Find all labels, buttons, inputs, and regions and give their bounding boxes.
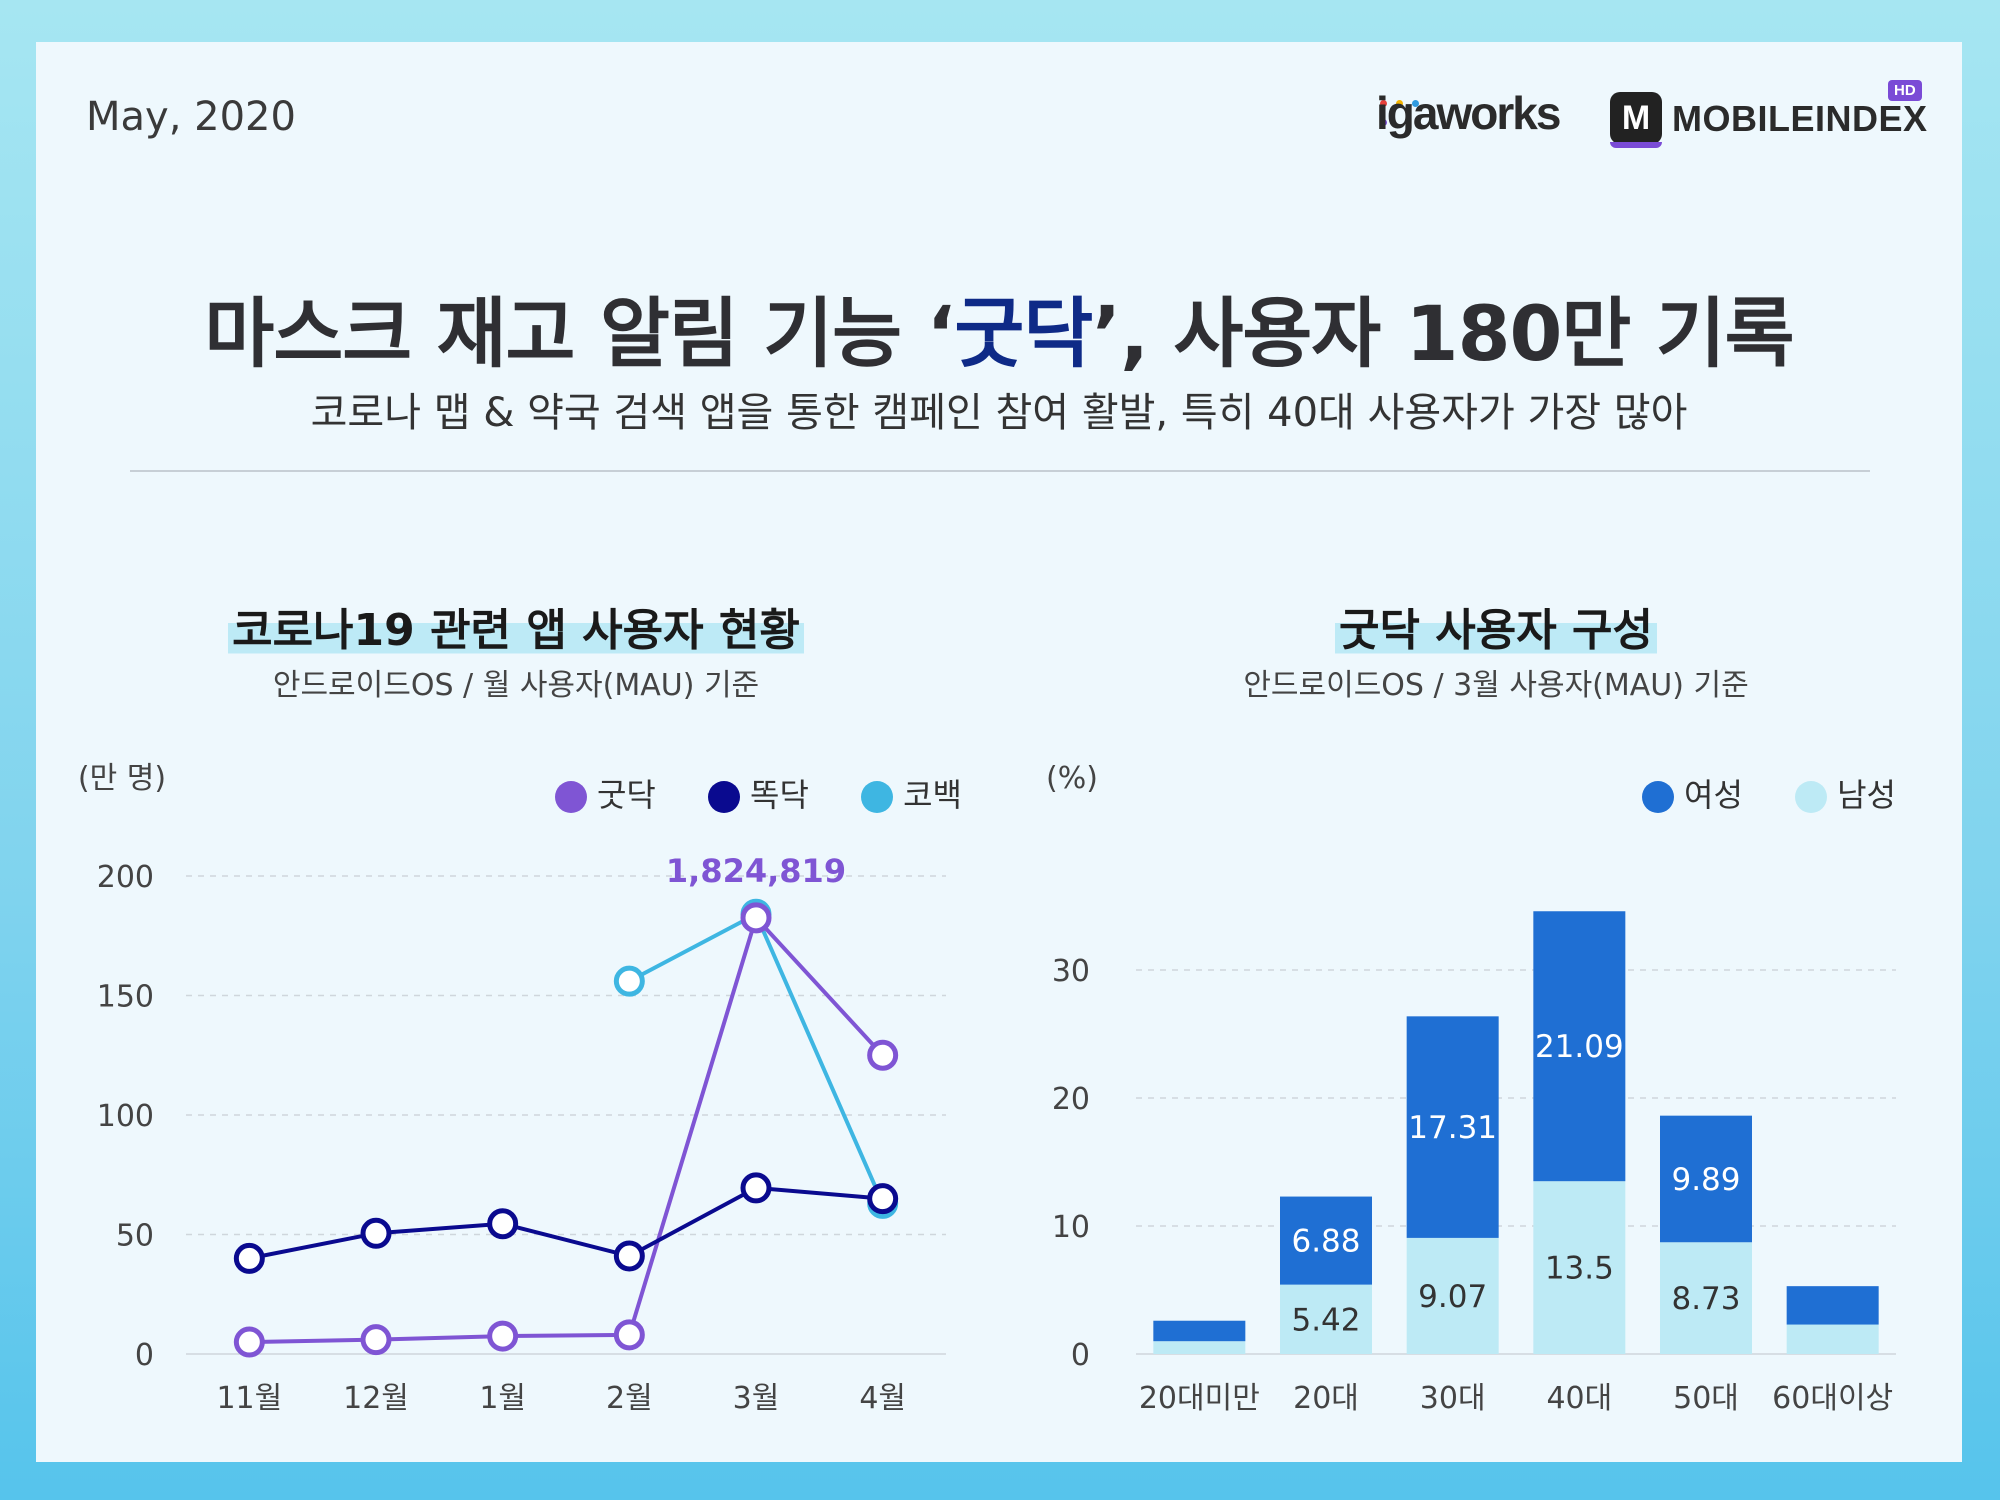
left-panel-title: 코로나19 관련 앱 사용자 현황 (136, 594, 896, 658)
bar-data-label-male: 5.42 (1291, 1302, 1360, 1338)
bar-chart-y-tick: 0 (1071, 1338, 1090, 1373)
line-chart-y-tick: 100 (97, 1099, 154, 1134)
bar-segment-male (1786, 1324, 1879, 1354)
legend-male: 남성 (1795, 770, 1896, 816)
line-chart-legend: 굿닥 똑닥 코백 (513, 770, 962, 816)
line-point-goodoc (360, 1324, 392, 1356)
igaworks-logo: igaworks (1376, 87, 1561, 139)
bar-data-label-female: 21.09 (1535, 1029, 1624, 1065)
bar-segment-female (1153, 1320, 1246, 1342)
mobileindex-hd-badge: HD (1888, 80, 1922, 101)
line-series-ttokdak (248, 1185, 883, 1261)
legend-female-marker (1642, 781, 1675, 813)
legend-ttokdak-label: 똑닥 (750, 776, 809, 814)
page-title: 마스크 재고 알림 기능 ‘굿닥’, 사용자 180만 기록 (36, 272, 1962, 382)
title-part1: 마스크 재고 알림 기능 ‘ (204, 289, 955, 378)
bar-data-label-male: 8.73 (1671, 1281, 1740, 1317)
line-chart-x-tick: 12월 (343, 1381, 409, 1416)
line-chart-x-tick: 11월 (216, 1381, 282, 1416)
report-date: May, 2020 (86, 94, 296, 140)
bar-segment-female (1280, 1196, 1372, 1285)
line-point-goodoc (613, 1319, 645, 1351)
line-point-goodoc (867, 1039, 899, 1071)
report-card: May, 2020 igaworks M MOBILEINDEX HD 마스크 … (36, 42, 1962, 1462)
mobileindex-logo-icon: M (1610, 92, 1662, 148)
bar-chart-x-tick: 60대이상 (1772, 1381, 1893, 1416)
line-point-ttokdak (487, 1208, 519, 1240)
line-point-ttokdak (613, 1240, 645, 1272)
line-point-kobaek (613, 965, 645, 997)
bar-segment-female (1786, 1286, 1879, 1325)
legend-kobaek-label: 코백 (903, 776, 962, 814)
bar-data-label-male: 13.5 (1545, 1251, 1614, 1287)
line-chart-y-tick: 50 (116, 1219, 154, 1254)
line-point-goodoc (740, 902, 772, 934)
legend-goodoc-marker (554, 781, 587, 813)
bar-chart-x-tick: 20대 (1293, 1381, 1359, 1416)
legend-goodoc: 굿닥 (554, 770, 656, 816)
line-point-ttokdak (360, 1217, 392, 1249)
line-point-ttokdak (867, 1183, 899, 1215)
legend-male-marker (1795, 781, 1828, 813)
line-chart-y-unit: (만 명) (78, 761, 166, 796)
bar-chart-x-tick: 50대 (1673, 1381, 1739, 1416)
bar-segment-male (1406, 1237, 1499, 1354)
legend-female: 여성 (1642, 770, 1743, 816)
line-chart-x-tick: 3월 (733, 1381, 780, 1416)
right-panel-title-text: 굿닥 사용자 구성 (1335, 605, 1657, 656)
right-panel-title: 굿닥 사용자 구성 (1116, 594, 1876, 658)
line-point-goodoc (487, 1320, 519, 1352)
bar-data-label-female: 17.31 (1408, 1110, 1497, 1146)
line-chart-x-tick: 2월 (606, 1381, 653, 1416)
title-highlight: 굿닥 (954, 289, 1093, 378)
bar-data-label-male: 9.07 (1418, 1279, 1487, 1315)
bar-segment-female (1660, 1115, 1752, 1243)
bar-chart-x-tick: 20대미만 (1139, 1381, 1260, 1416)
bar-segment-male (1153, 1341, 1246, 1354)
bar-segment-male (1280, 1284, 1372, 1354)
bar-segment-female (1533, 911, 1626, 1182)
legend-kobaek: 코백 (861, 770, 962, 816)
legend-female-label: 여성 (1684, 776, 1743, 814)
line-point-ttokdak (740, 1172, 772, 1204)
left-panel-subtitle: 안드로이드OS / 월 사용자(MAU) 기준 (272, 668, 760, 703)
line-chart-peak-annotation: 1,824,819 (666, 852, 846, 890)
bar-segment-male (1660, 1242, 1752, 1354)
left-panel-title-text: 코로나19 관련 앱 사용자 현황 (228, 605, 804, 656)
mobileindex-logo-text: MOBILEINDEX (1672, 98, 1928, 139)
line-chart-x-tick: 1월 (479, 1381, 526, 1416)
legend-kobaek-marker (861, 781, 894, 813)
line-series-goodoc (249, 913, 885, 1345)
igaworks-logo-dots (1380, 92, 1440, 126)
bar-chart-y-tick: 10 (1052, 1210, 1090, 1245)
header-divider (130, 470, 1870, 472)
line-chart-y-tick: 0 (135, 1338, 154, 1373)
line-point-ttokdak (233, 1242, 265, 1274)
line-series-kobaek (628, 911, 885, 1205)
legend-goodoc-label: 굿닥 (596, 776, 656, 814)
legend-ttokdak: 똑닥 (708, 770, 809, 816)
right-panel-subtitle: 안드로이드OS / 3월 사용자(MAU) 기준 (1243, 668, 1749, 703)
legend-male-label: 남성 (1837, 776, 1896, 814)
bar-chart-y-tick: 30 (1052, 954, 1090, 989)
bar-segment-female (1406, 1016, 1499, 1238)
bar-chart-x-tick: 40대 (1546, 1381, 1612, 1416)
page-subtitle: 코로나 맵 & 약국 검색 앱을 통한 캠페인 참여 활발, 특히 40대 사용… (310, 390, 1688, 436)
bar-chart-y-unit: (%) (1046, 761, 1098, 796)
title-part2: ’, 사용자 180만 기록 (1092, 289, 1794, 378)
bar-chart-y-tick: 20 (1052, 1082, 1090, 1117)
bar-segment-male (1533, 1181, 1626, 1354)
line-chart-y-tick: 150 (97, 980, 154, 1015)
bar-chart-x-tick: 30대 (1420, 1381, 1486, 1416)
bar-data-label-female: 9.89 (1671, 1162, 1740, 1198)
line-point-goodoc (233, 1326, 265, 1358)
line-chart-y-tick: 200 (97, 860, 154, 895)
legend-ttokdak-marker (708, 781, 741, 813)
bar-data-label-female: 6.88 (1291, 1224, 1360, 1260)
bar-chart-legend: 여성 남성 (1600, 770, 1896, 816)
line-chart-x-tick: 4월 (859, 1381, 906, 1416)
